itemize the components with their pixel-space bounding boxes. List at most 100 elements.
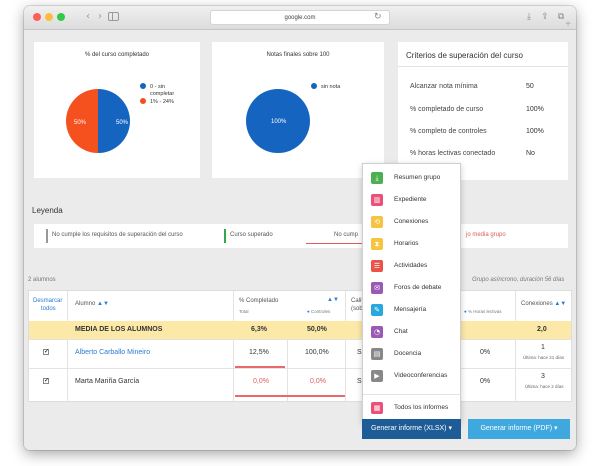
close-window-button[interactable] xyxy=(33,13,41,21)
history-icon: ⟲ xyxy=(371,216,383,228)
divider xyxy=(515,291,516,403)
legend-gray-mark xyxy=(46,229,48,243)
average-label: MEDIA DE LOS ALUMNOS xyxy=(75,326,163,333)
chart-title: Notas finales sobre 100 xyxy=(266,52,330,58)
row-last-connection: Última: hace 21 días xyxy=(523,355,565,360)
menu-item-resumen-grupo[interactable]: ⤓ Resumen grupo xyxy=(363,168,462,188)
legend-dot-red xyxy=(140,98,146,104)
legend-not-met-short: No cump xyxy=(334,232,359,238)
chart-title: % del curso completado xyxy=(84,52,150,58)
legend-label-sin-completar-1: 0 - sin xyxy=(150,84,165,90)
list-icon: ☰ xyxy=(371,260,383,272)
share-icon[interactable]: ⇪ xyxy=(541,12,549,22)
grade-header: Calif xyxy=(351,298,364,304)
sort-icon[interactable]: ▲▼ xyxy=(554,301,567,307)
hours-subheader-label: % Horas lectivas xyxy=(467,309,502,314)
browser-window: ‹ › google.com ↻ ⤓ ⇪ ⧉ + % del curso com… xyxy=(24,6,576,450)
reports-dropdown-menu: ⤓ Resumen grupo ▥ Expediente ⟲ Conexione… xyxy=(362,163,462,423)
menu-item-label: Conexiones xyxy=(394,218,429,225)
legend-title: Leyenda xyxy=(32,206,63,215)
connections-header[interactable]: Conexiones ▲▼ xyxy=(521,301,566,307)
pie-label-red: 50% xyxy=(74,120,87,126)
menu-item-label: Todos los informes xyxy=(394,404,449,411)
video-icon: ▶ xyxy=(371,370,383,382)
menu-item-label: Expediente xyxy=(394,196,427,203)
row-connections: 1 xyxy=(541,344,545,351)
completed-header: % Completado xyxy=(239,298,279,304)
divider xyxy=(67,291,68,403)
hours-subheader: ● % Horas lectivas xyxy=(464,309,502,314)
menu-item-mensajeria[interactable]: ✎ Mensajería xyxy=(363,300,462,320)
generate-pdf-button[interactable]: Generar informe (PDF) ▾ xyxy=(468,419,570,439)
row-controls: 0,0% xyxy=(310,378,326,385)
menu-item-label: Docencia xyxy=(394,350,422,357)
criteria-label: % completo de controles xyxy=(410,128,487,135)
row-hours: 0% xyxy=(480,378,491,385)
sort-icon[interactable]: ▲▼ xyxy=(97,301,109,307)
average-total: 6,3% xyxy=(251,326,267,333)
average-row: MEDIA DE LOS ALUMNOS 6,3% 50,0% 2,0 xyxy=(29,321,571,339)
minimize-window-button[interactable] xyxy=(45,13,53,21)
tabs-icon[interactable]: ⧉ xyxy=(557,12,565,22)
reload-icon[interactable]: ↻ xyxy=(374,11,382,21)
hourglass-icon: ⧗ xyxy=(371,238,383,250)
menu-item-actividades[interactable]: ☰ Actividades xyxy=(363,256,462,276)
menu-item-todos-los-informes[interactable]: ▦ Todos los informes xyxy=(363,398,462,418)
legend-label-sin-nota: sin nota xyxy=(321,84,341,90)
student-name[interactable]: Marta Mariña García xyxy=(75,378,140,385)
chat-bubbles-icon: ✉ xyxy=(371,282,383,294)
student-header[interactable]: Alumno ▲▼ xyxy=(75,301,109,307)
menu-divider xyxy=(363,394,462,395)
menu-item-videoconferencias[interactable]: ▶ Videoconferencias xyxy=(363,366,462,386)
menu-item-label: Actividades xyxy=(394,262,428,269)
grades-chart-card: Notas finales sobre 100 100% sin nota xyxy=(212,42,384,178)
download-icon[interactable]: ⤓ xyxy=(527,12,531,22)
forward-arrow-icon[interactable]: › xyxy=(98,11,102,22)
menu-item-conexiones[interactable]: ⟲ Conexiones xyxy=(363,212,462,232)
pie-slice-1-24 xyxy=(66,89,98,153)
menu-item-horarios[interactable]: ⧗ Horarios xyxy=(363,234,462,254)
menu-item-docencia[interactable]: ▤ Docencia xyxy=(363,344,462,364)
back-arrow-icon[interactable]: ‹ xyxy=(86,11,90,22)
download-icon: ⤓ xyxy=(371,172,383,184)
menu-item-label: Mensajería xyxy=(394,306,427,313)
menu-item-expediente[interactable]: ▥ Expediente xyxy=(363,190,462,210)
student-name-link[interactable]: Alberto Carballo Mineiro xyxy=(75,349,151,356)
menu-item-foros-de-debate[interactable]: ✉ Foros de debate xyxy=(363,278,462,298)
row-checkbox[interactable]: ✓ xyxy=(43,378,50,384)
new-tab-icon[interactable]: + xyxy=(565,19,571,30)
connections-header-label: Conexiones xyxy=(521,301,553,307)
criteria-label: Alcanzar nota mínima xyxy=(410,83,478,90)
row-checkbox[interactable]: ✓ xyxy=(43,349,50,355)
average-connections: 2,0 xyxy=(537,326,547,333)
menu-item-chat[interactable]: ◔ Chat xyxy=(363,322,462,342)
row-total: 12,5% xyxy=(249,349,269,356)
menu-item-label: Resumen grupo xyxy=(394,174,441,181)
presentation-icon: ▤ xyxy=(371,348,383,360)
menu-item-label: Foros de debate xyxy=(394,284,442,291)
sidebar-toggle-icon[interactable] xyxy=(108,12,119,21)
menu-item-label: Chat xyxy=(394,328,408,335)
criteria-label: % horas lectivas conectado xyxy=(410,150,496,157)
legend-box: No cumple los requisitos de superación d… xyxy=(34,224,568,248)
generate-xlsx-button[interactable]: Generar informe (XLSX) ▾ xyxy=(362,419,461,439)
sort-icon[interactable]: ▲▼ xyxy=(327,297,339,303)
students-count: 2 alumnos xyxy=(28,277,56,283)
total-subheader: Total xyxy=(239,309,249,314)
criteria-value: 100% xyxy=(526,106,544,113)
pie-slice-sin-completar xyxy=(98,89,130,153)
uncheck-all-link-2[interactable]: todos xyxy=(41,306,56,312)
criteria-label: % completado de curso xyxy=(410,106,484,113)
row-connections: 3 xyxy=(541,373,545,380)
legend-label-1-24: 1% - 24% xyxy=(150,99,174,105)
zoom-window-button[interactable] xyxy=(57,13,65,21)
controls-subheader-label: Controles xyxy=(310,309,331,314)
address-bar[interactable]: google.com xyxy=(210,10,390,25)
below-average-underline xyxy=(235,395,345,397)
uncheck-all-link[interactable]: Desmarcar xyxy=(33,298,63,304)
row-grade: Si xyxy=(357,349,364,356)
reports-icon: ▦ xyxy=(371,402,383,414)
grade-subheader: (sob xyxy=(351,306,363,312)
row-hours: 0% xyxy=(480,349,491,356)
grades-pie-chart: 100% sin nota xyxy=(246,83,341,153)
